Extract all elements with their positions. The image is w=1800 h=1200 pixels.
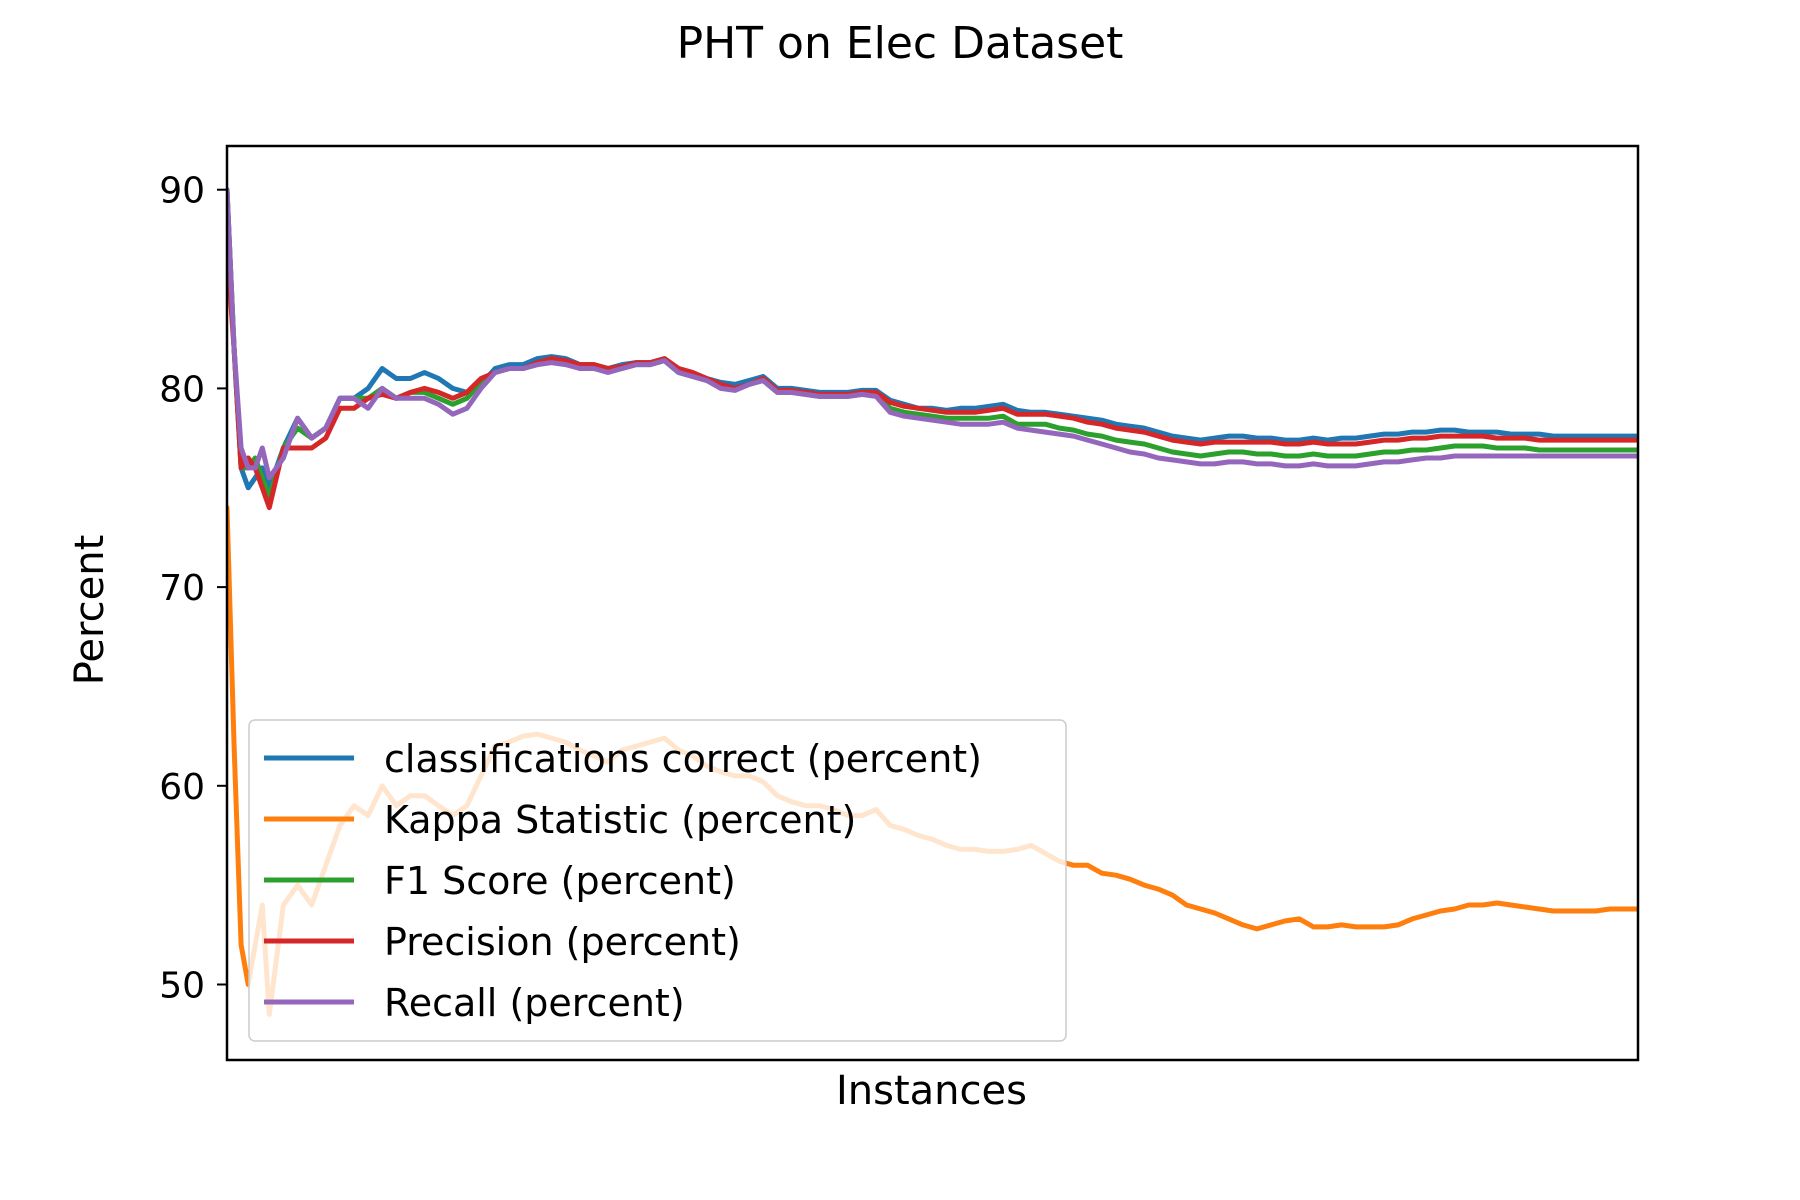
legend-label: Precision (percent) bbox=[384, 920, 741, 964]
x-axis-label: Instances bbox=[836, 1068, 1027, 1114]
axes-layer: 50 60 70 80 90 bbox=[159, 144, 1640, 1062]
series-line-4 bbox=[227, 246, 1638, 511]
legend-label: Kappa Statistic (percent) bbox=[384, 798, 856, 842]
series-line-1 bbox=[227, 187, 1638, 491]
legend: classifications correct (percent) Kappa S… bbox=[248, 719, 1067, 1042]
legend-label: Recall (percent) bbox=[384, 981, 685, 1025]
legend-label: F1 Score (percent) bbox=[384, 859, 736, 903]
series-line-3 bbox=[227, 187, 1638, 501]
y-tick-label: 50 bbox=[159, 965, 205, 1006]
y-axis-label: Percent bbox=[67, 534, 113, 686]
chart-title: PHT on Elec Dataset bbox=[676, 18, 1124, 69]
y-tick-label: 70 bbox=[159, 568, 205, 609]
series-line-5 bbox=[227, 187, 1638, 481]
legend-label: classifications correct (percent) bbox=[384, 737, 982, 781]
legend-box bbox=[248, 719, 1067, 1042]
y-tick-label: 80 bbox=[159, 369, 205, 410]
plot-frame bbox=[225, 144, 1640, 1062]
y-tick-label: 90 bbox=[159, 171, 205, 212]
y-tick-label: 60 bbox=[159, 767, 205, 808]
